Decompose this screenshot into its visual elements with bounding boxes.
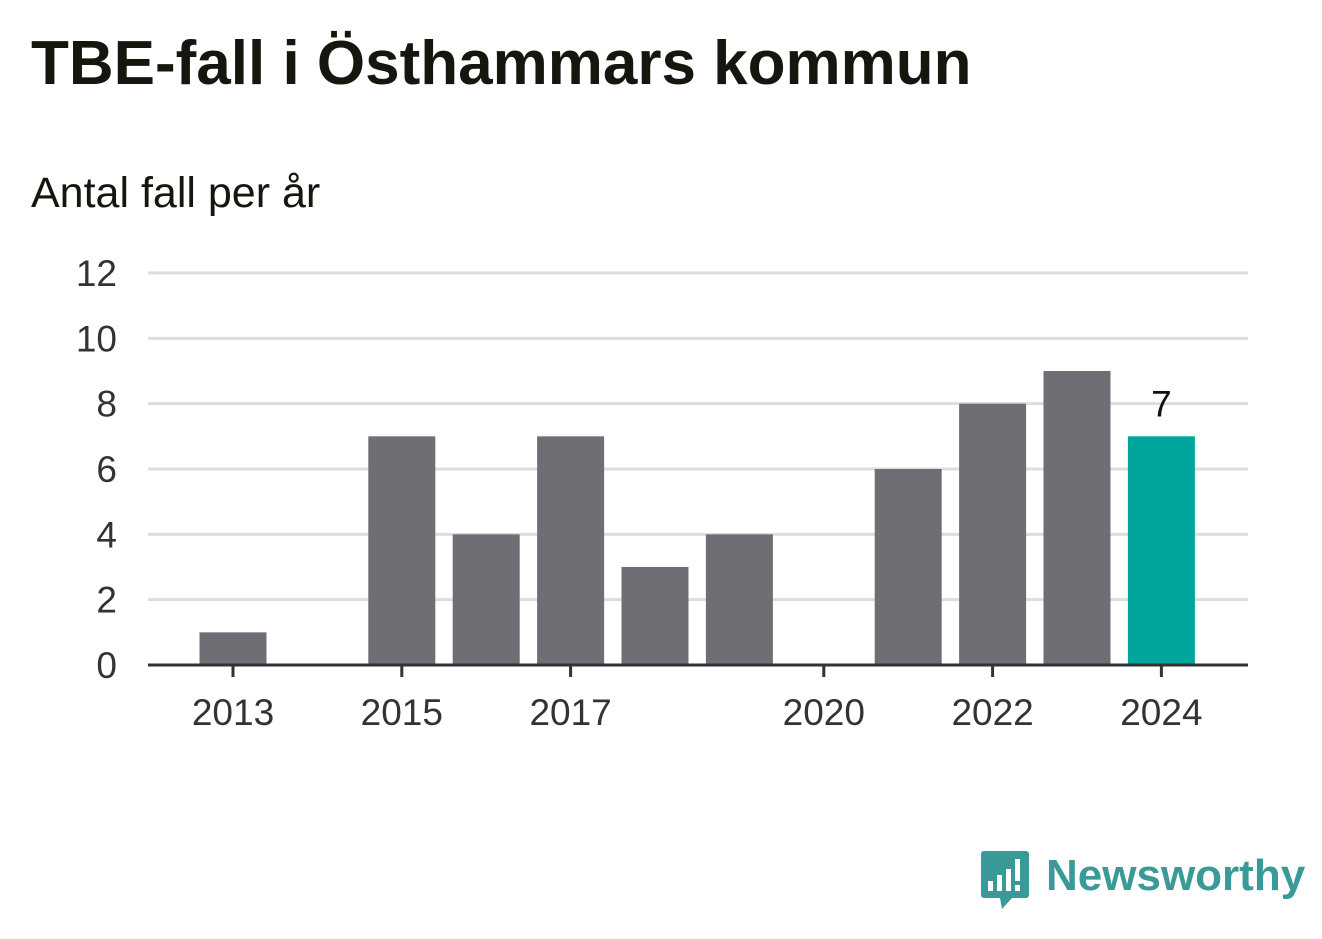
chart-subtitle: Antal fall per år (31, 169, 321, 217)
x-tick-label: 2015 (361, 692, 443, 733)
bar-2019 (705, 534, 773, 665)
x-tick-label: 2020 (783, 692, 865, 733)
x-tick-label: 2022 (951, 692, 1033, 733)
newsworthy-logo-icon (981, 851, 1029, 909)
bar-2017 (537, 436, 605, 665)
y-tick-label: 8 (96, 384, 117, 425)
bar-2015 (368, 436, 436, 665)
bar-2023 (1043, 371, 1111, 665)
y-tick-label: 12 (76, 253, 117, 294)
y-tick-label: 6 (96, 449, 117, 490)
y-tick-label: 4 (96, 514, 117, 555)
y-tick-label: 0 (96, 645, 117, 686)
bars (199, 371, 1195, 665)
y-tick-label: 2 (96, 580, 117, 621)
bar-2024 (1127, 436, 1195, 665)
chart-title: TBE-fall i Östhammars kommun (31, 29, 972, 98)
data-label-2024: 7 (1151, 383, 1172, 424)
x-axis-ticks: 2013 2015 2017 2020 2022 2024 (192, 665, 1203, 733)
brand-logo: Newsworthy (980, 848, 1305, 912)
data-labels: 7 (1151, 383, 1172, 424)
bar-2013 (199, 632, 267, 665)
x-tick-label: 2013 (192, 692, 274, 733)
bar-2022 (959, 403, 1027, 665)
bar-2021 (874, 469, 942, 665)
x-tick-label: 2024 (1120, 692, 1202, 733)
x-tick-label: 2017 (529, 692, 611, 733)
y-tick-label: 10 (76, 318, 117, 359)
bar-2018 (621, 567, 689, 665)
brand-name: Newsworthy (1046, 851, 1306, 900)
y-axis-tick-labels: 0 2 4 6 8 10 12 (76, 253, 117, 686)
bar-2016 (452, 534, 520, 665)
